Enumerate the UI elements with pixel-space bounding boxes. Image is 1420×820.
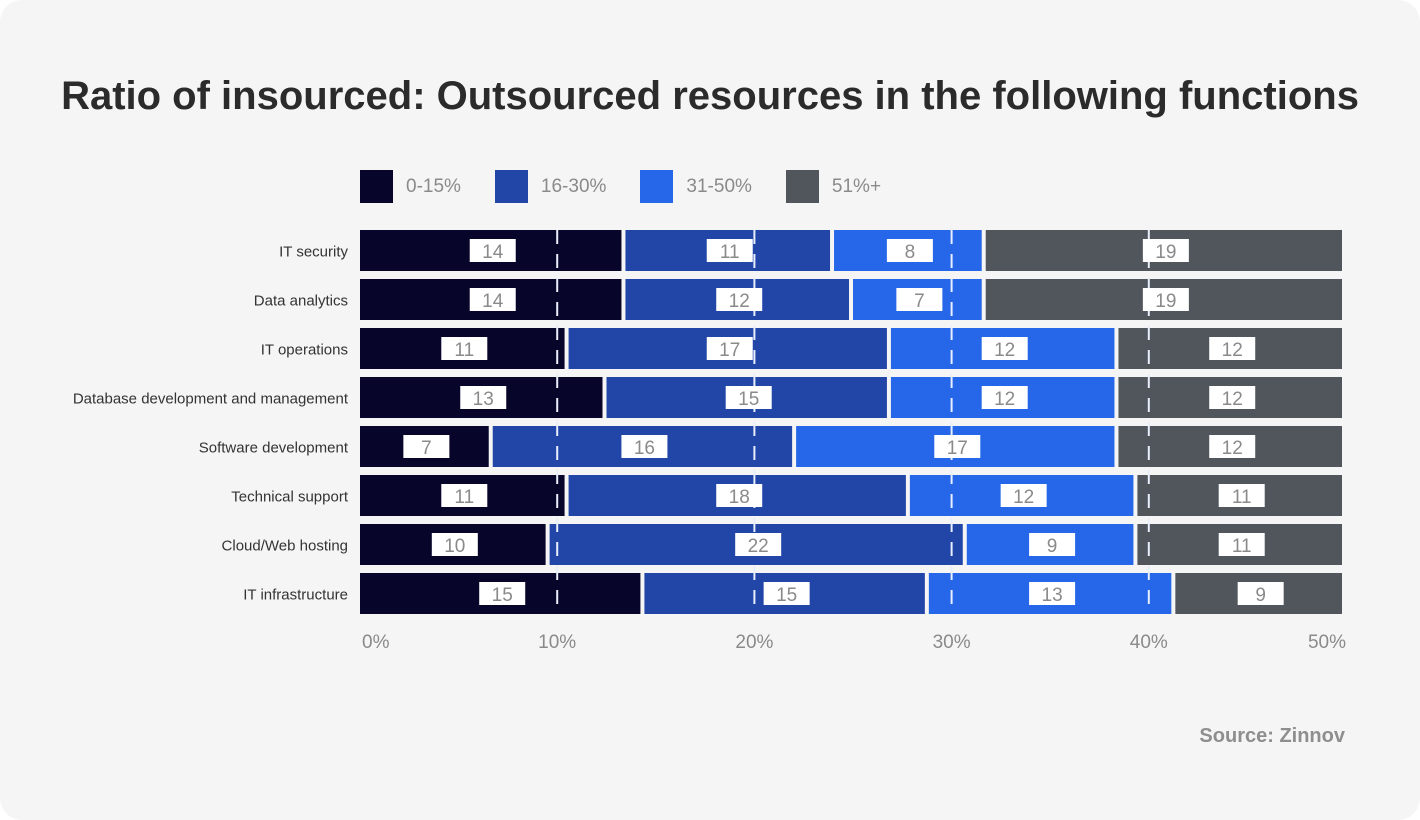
data-label: 17 <box>947 438 968 459</box>
legend-item: 0-15% <box>360 170 461 203</box>
category-label: IT infrastructure <box>243 587 348 604</box>
legend-swatch <box>494 170 528 203</box>
data-label: 12 <box>1222 389 1243 410</box>
data-label-box <box>441 337 488 360</box>
data-label: 13 <box>1042 585 1063 606</box>
data-label: 7 <box>914 291 925 312</box>
legend-item: 16-30% <box>494 170 607 203</box>
data-label-box <box>735 533 782 556</box>
data-label: 18 <box>729 487 750 508</box>
data-label: 19 <box>1155 291 1176 312</box>
data-label: 11 <box>454 487 474 508</box>
data-label-box <box>403 435 450 458</box>
data-label-box <box>981 386 1028 409</box>
data-label: 9 <box>1047 536 1058 557</box>
chart-title: Ratio of insourced: Outsourced resources… <box>61 74 1359 118</box>
legend: 0-15% 16-30% 31-50% 51%+ <box>360 170 915 203</box>
data-label: 11 <box>454 340 474 361</box>
data-label-box <box>981 337 1028 360</box>
data-label-box <box>716 288 763 311</box>
legend-label: 31-50% <box>686 175 752 197</box>
bars <box>360 230 1342 614</box>
data-label-box <box>896 288 943 311</box>
category-label: Technical support <box>231 489 349 506</box>
legend-item: 51%+ <box>785 170 882 203</box>
x-tick-label: 10% <box>538 632 576 653</box>
data-label-box <box>1209 386 1256 409</box>
data-label-box <box>706 337 753 360</box>
data-label: 11 <box>720 242 740 263</box>
data-label: 17 <box>719 340 740 361</box>
data-label: 10 <box>444 536 465 557</box>
category-label: IT operations <box>261 342 348 359</box>
data-label-box <box>431 533 478 556</box>
category-label: Software development <box>199 440 349 457</box>
category-label: Cloud/Web hosting <box>222 538 348 555</box>
data-label: 15 <box>492 585 513 606</box>
data-label: 11 <box>1232 536 1252 557</box>
legend-label: 51%+ <box>831 175 882 197</box>
data-label: 22 <box>748 536 769 557</box>
x-tick-label: 50% <box>1308 632 1346 653</box>
data-label-box <box>1237 582 1284 605</box>
data-label-box <box>763 582 810 605</box>
data-label-box <box>1218 484 1265 507</box>
data-label-box <box>706 239 753 262</box>
legend-swatch <box>640 170 674 203</box>
data-label: 12 <box>994 340 1015 361</box>
data-label-box <box>1142 239 1189 262</box>
data-label-box <box>1029 533 1076 556</box>
legend-swatch <box>360 170 393 203</box>
data-label: 12 <box>1222 438 1243 459</box>
data-labels: 14 11 8 19 14 12 7 19 11 17 12 12 13 15 12 12 7 16 17 12 11 1… <box>403 239 1284 606</box>
data-label: 14 <box>482 291 504 312</box>
legend-swatch <box>785 170 819 203</box>
legend-label: 16-30% <box>540 175 607 197</box>
data-label-box <box>479 582 526 605</box>
data-label-box <box>469 239 516 262</box>
legend-item: 31-50% <box>640 170 752 203</box>
data-label: 15 <box>738 389 759 410</box>
data-label-box <box>441 484 488 507</box>
data-label: 12 <box>994 389 1015 410</box>
data-label-box <box>1029 582 1076 605</box>
legend-label: 0-15% <box>406 175 461 197</box>
data-label: 14 <box>482 242 504 263</box>
data-label: 12 <box>729 291 750 312</box>
data-label: 19 <box>1155 242 1176 263</box>
data-label-box <box>716 484 763 507</box>
data-label-box <box>1209 435 1256 458</box>
x-tick-label: 20% <box>735 632 773 653</box>
category-label: Database development and management <box>73 391 349 408</box>
data-label: 9 <box>1255 585 1266 606</box>
data-label: 7 <box>421 438 432 459</box>
data-label-box <box>469 288 516 311</box>
data-label: 15 <box>776 585 797 606</box>
data-label-box <box>1218 533 1265 556</box>
source-note: Source: Zinnov <box>1199 725 1345 747</box>
data-label-box <box>460 386 507 409</box>
data-label: 16 <box>634 438 655 459</box>
data-label-box <box>886 239 933 262</box>
data-label-box <box>1000 484 1047 507</box>
category-label: Data analytics <box>254 293 348 310</box>
x-tick-label: 30% <box>933 632 971 653</box>
data-label-box <box>1142 288 1189 311</box>
x-tick-label: 40% <box>1130 632 1168 653</box>
data-label: 12 <box>1013 487 1034 508</box>
category-label: IT security <box>279 244 348 261</box>
data-label-box <box>725 386 772 409</box>
x-tick-label: 0% <box>362 632 390 653</box>
data-label-box <box>934 435 981 458</box>
data-label: 12 <box>1222 340 1243 361</box>
data-label: 13 <box>473 389 494 410</box>
data-label-box <box>621 435 668 458</box>
data-label: 8 <box>905 242 916 263</box>
data-label-box <box>1209 337 1256 360</box>
data-label: 11 <box>1232 487 1252 508</box>
